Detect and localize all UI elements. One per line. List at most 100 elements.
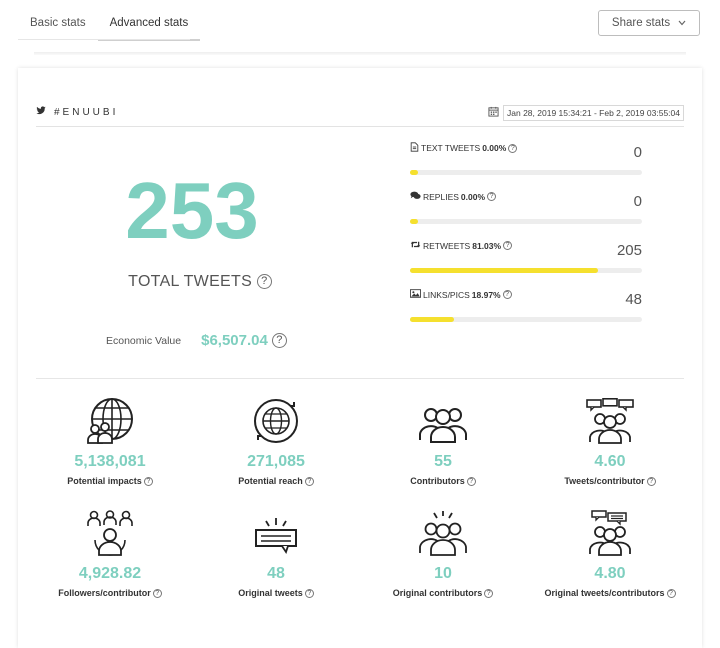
breakdown-links-pics: LINKS/PICS 18.97% ? 48 <box>410 289 642 329</box>
stat-label: Followers/contributor? <box>30 588 190 598</box>
stat-value: 55 <box>434 453 452 470</box>
hashtag-text: #ENUUBI <box>54 106 119 118</box>
help-icon[interactable]: ? <box>271 333 287 348</box>
hashtag-title: #ENUUBI <box>36 106 118 118</box>
breakdown-percent: 0.00% <box>460 191 486 202</box>
help-icon[interactable]: ? <box>143 476 153 486</box>
breakdown-value: 48 <box>625 291 642 308</box>
stat-value: 4.60 <box>594 453 626 470</box>
stat-label-text: Contributors <box>410 476 465 486</box>
help-icon[interactable]: ? <box>666 588 676 598</box>
help-icon[interactable]: ? <box>484 588 494 598</box>
help-icon[interactable]: ? <box>466 476 476 486</box>
breakdown-retweets: RETWEETS 81.03% ? 205 <box>410 240 642 280</box>
stat-value: 5,138,081 <box>74 453 146 470</box>
stat-label-text: Original contributors <box>392 588 483 598</box>
message-icon <box>196 508 356 556</box>
stat-contributors: 55 Contributors? <box>363 396 523 486</box>
breakdown-value: 0 <box>633 144 642 161</box>
stat-label-text: Original tweets/contributors <box>544 588 665 598</box>
progress-fill <box>410 219 419 224</box>
help-icon[interactable]: ? <box>152 588 162 598</box>
stat-label: Original contributors? <box>363 588 523 598</box>
stat-label: Potential reach? <box>196 476 356 486</box>
breakdown-percent: 0.00% <box>482 143 507 153</box>
chevron-down-icon <box>678 18 686 28</box>
help-icon[interactable]: ? <box>304 588 314 598</box>
date-range: Jan 28, 2019 15:34:21 - Feb 2, 2019 03:5… <box>488 104 684 122</box>
breakdown-name: LINKS/PICS <box>423 289 470 300</box>
comments-icon <box>410 191 421 202</box>
stat-original-contributors: 10 Original contributors? <box>363 508 523 598</box>
calendar-icon <box>488 104 499 122</box>
tab-advanced-stats[interactable]: Advanced stats <box>97 8 201 41</box>
tab-basic-stats[interactable]: Basic stats <box>30 17 86 29</box>
stat-label: Potential impacts? <box>30 476 190 486</box>
progress-fill <box>410 317 455 322</box>
group-highlight-icon <box>363 508 523 556</box>
share-stats-label: Share stats <box>611 17 671 29</box>
group-chat-icon <box>530 396 690 444</box>
stat-label-text: Original tweets <box>238 588 303 598</box>
section-divider <box>36 378 684 379</box>
help-icon[interactable]: ? <box>256 274 272 290</box>
total-tweets-label: TOTAL TWEETS ? <box>110 273 290 291</box>
group-icon <box>363 396 523 444</box>
card-header: #ENUUBI Jan 28, 2019 15:34:21 - Feb 2, 2… <box>36 104 684 127</box>
breakdown-label: TEXT TWEETS 0.00% ? <box>410 142 518 154</box>
stat-original-tweets-per-contributor: 4.80 Original tweets/contributors? <box>530 508 690 598</box>
globe-people-icon <box>30 396 190 444</box>
stat-value: 10 <box>434 565 452 582</box>
date-range-value[interactable]: Jan 28, 2019 15:34:21 - Feb 2, 2019 03:5… <box>503 105 684 121</box>
stat-value: 4,928.82 <box>78 565 142 582</box>
group-messages-icon <box>530 508 690 556</box>
stat-followers-per-contributor: 4,928.82 Followers/contributor? <box>30 508 190 598</box>
stat-original-tweets: 48 Original tweets? <box>196 508 356 598</box>
section-shadow <box>34 52 686 55</box>
progress-track <box>410 170 642 175</box>
total-tweets-text: TOTAL TWEETS <box>128 273 253 290</box>
help-icon[interactable]: ? <box>502 290 512 299</box>
stat-label-text: Followers/contributor <box>58 588 151 598</box>
help-icon[interactable]: ? <box>508 143 518 153</box>
progress-track <box>410 317 642 322</box>
breakdown-name: TEXT TWEETS <box>421 143 481 153</box>
stat-value: 4.80 <box>594 565 626 582</box>
breakdown-value: 0 <box>633 193 642 210</box>
help-icon[interactable]: ? <box>646 476 656 486</box>
breakdown-replies: REPLIES 0.00% ? 0 <box>410 191 642 231</box>
document-icon <box>410 142 419 154</box>
breakdown-label: REPLIES 0.00% ? <box>410 191 497 202</box>
stat-value: 271,085 <box>247 453 305 470</box>
economic-value-amount: $6,507.04 <box>201 332 268 349</box>
image-icon <box>410 289 421 300</box>
breakdown-label: LINKS/PICS 18.97% ? <box>410 289 512 300</box>
stat-label: Contributors? <box>363 476 523 486</box>
stat-potential-impacts: 5,138,081 Potential impacts? <box>30 396 190 486</box>
breakdown-text-tweets: TEXT TWEETS 0.00% ? 0 <box>410 142 642 182</box>
help-icon[interactable]: ? <box>503 241 513 250</box>
stat-value: 48 <box>267 565 285 582</box>
progress-track <box>410 268 642 273</box>
breakdown-name: REPLIES <box>423 191 459 202</box>
economic-value-label: Economic Value <box>106 334 182 347</box>
share-stats-button[interactable]: Share stats <box>598 10 700 36</box>
progress-fill <box>410 170 419 175</box>
help-icon[interactable]: ? <box>304 476 314 486</box>
help-icon[interactable]: ? <box>487 192 497 201</box>
breakdown-percent: 81.03% <box>472 240 502 251</box>
progress-fill <box>410 268 598 273</box>
tabs-underline <box>18 39 190 40</box>
retweet-icon <box>410 240 421 251</box>
stat-label: Tweets/contributor? <box>530 476 690 486</box>
followers-icon <box>30 508 190 556</box>
globe-refresh-icon <box>196 396 356 444</box>
stat-label-text: Potential reach <box>238 476 303 486</box>
stat-potential-reach: 271,085 Potential reach? <box>196 396 356 486</box>
total-tweets-value: 253 <box>125 166 259 255</box>
breakdown-label: RETWEETS 81.03% ? <box>410 240 513 251</box>
stat-label-text: Potential impacts <box>67 476 142 486</box>
stats-tabs: Basic stats Advanced stats <box>18 8 201 41</box>
stat-label-text: Tweets/contributor <box>564 476 645 486</box>
progress-track <box>410 219 642 224</box>
